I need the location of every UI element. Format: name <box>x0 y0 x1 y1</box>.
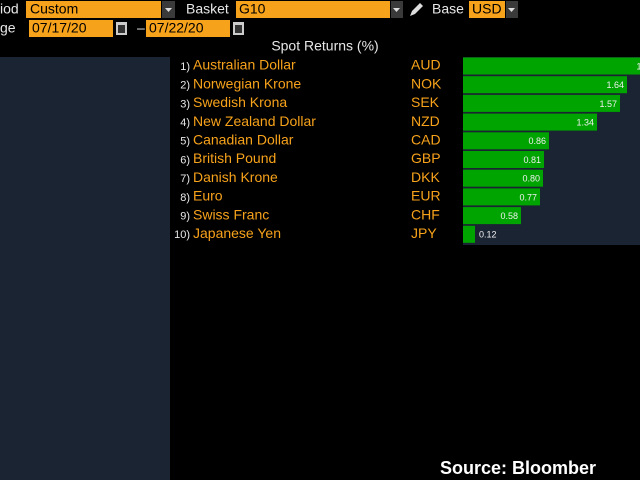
start-date-field[interactable] <box>29 20 113 37</box>
currency-name: Australian Dollar <box>193 57 296 73</box>
currency-name: Swiss Franc <box>193 206 269 222</box>
currency-name: New Zealand Dollar <box>193 113 316 129</box>
source: Source: Bloomber <box>440 458 596 478</box>
basket-field[interactable] <box>236 1 390 18</box>
currency-name: Euro <box>193 188 223 204</box>
currency-name: Canadian Dollar <box>193 132 294 148</box>
dropdown-arrow <box>165 8 172 12</box>
edit-icon[interactable] <box>410 3 423 16</box>
value-label: 1.34 <box>576 117 594 127</box>
value-label: 1.57 <box>599 99 617 109</box>
end-date-field[interactable] <box>146 20 230 37</box>
rank: 3) <box>180 98 190 110</box>
currency-code: GBP <box>411 150 441 166</box>
bar <box>463 94 620 112</box>
bar <box>463 132 549 150</box>
bar <box>463 57 640 75</box>
base-field[interactable] <box>469 1 505 18</box>
end-date[interactable]: 07/22/20 <box>149 20 204 36</box>
bar <box>463 169 543 187</box>
value-label: 0.77 <box>519 192 537 202</box>
rank: 4) <box>180 117 190 129</box>
basket-label: Basket <box>186 1 229 17</box>
base-value[interactable]: USD <box>472 1 502 17</box>
value-label: 1.64 <box>606 80 624 90</box>
rank: 8) <box>180 192 190 204</box>
rank: 5) <box>180 136 190 148</box>
value-label: 0.58 <box>500 211 518 221</box>
currency-name: Swedish Krona <box>193 94 287 110</box>
period-field[interactable] <box>26 1 161 18</box>
base-label: Base <box>432 1 464 17</box>
currency-code: CAD <box>411 132 441 148</box>
range-label: ge <box>0 20 16 36</box>
bar <box>463 225 475 243</box>
currency-code: NZD <box>411 113 440 129</box>
currency-code: DKK <box>411 169 440 185</box>
value-label: 1.94 <box>636 61 640 71</box>
calendar-icon-inner <box>118 25 125 33</box>
rank: 7) <box>180 173 190 185</box>
value-label: 0.12 <box>479 230 497 240</box>
bar <box>463 113 597 131</box>
rank: 2) <box>180 80 190 92</box>
rank: 6) <box>180 154 190 166</box>
basket-value[interactable]: G10 <box>239 1 266 17</box>
currency-name: Norwegian Krone <box>193 75 301 91</box>
start-date[interactable]: 07/17/20 <box>32 20 87 36</box>
dropdown-arrow <box>508 8 515 12</box>
value-label: 0.86 <box>528 136 546 146</box>
chart-title: Spot Returns (%) <box>271 38 378 54</box>
bar <box>463 207 521 225</box>
period-value[interactable]: Custom <box>30 1 78 17</box>
currency-code: CHF <box>411 206 440 222</box>
date-separator: – <box>137 20 145 36</box>
currency-code: EUR <box>411 188 441 204</box>
currency-name: British Pound <box>193 150 276 166</box>
currency-code: JPY <box>411 225 437 241</box>
period-label: iod <box>0 1 19 17</box>
currency-code: SEK <box>411 94 440 110</box>
currency-name: Danish Krone <box>193 169 278 185</box>
bar <box>463 76 627 94</box>
left-panel <box>0 57 170 480</box>
value-label: 0.80 <box>522 174 540 184</box>
dropdown-arrow <box>393 8 400 12</box>
rank: 9) <box>180 211 190 223</box>
bar <box>463 188 540 206</box>
rank: 1) <box>180 61 190 73</box>
rank: 10) <box>174 229 190 241</box>
currency-code: NOK <box>411 75 442 91</box>
calendar-icon-inner <box>235 25 242 33</box>
currency-code: AUD <box>411 57 441 73</box>
currency-name: Japanese Yen <box>193 225 281 241</box>
bar <box>463 151 544 168</box>
source-bg <box>436 458 640 480</box>
value-label: 0.81 <box>523 155 541 165</box>
